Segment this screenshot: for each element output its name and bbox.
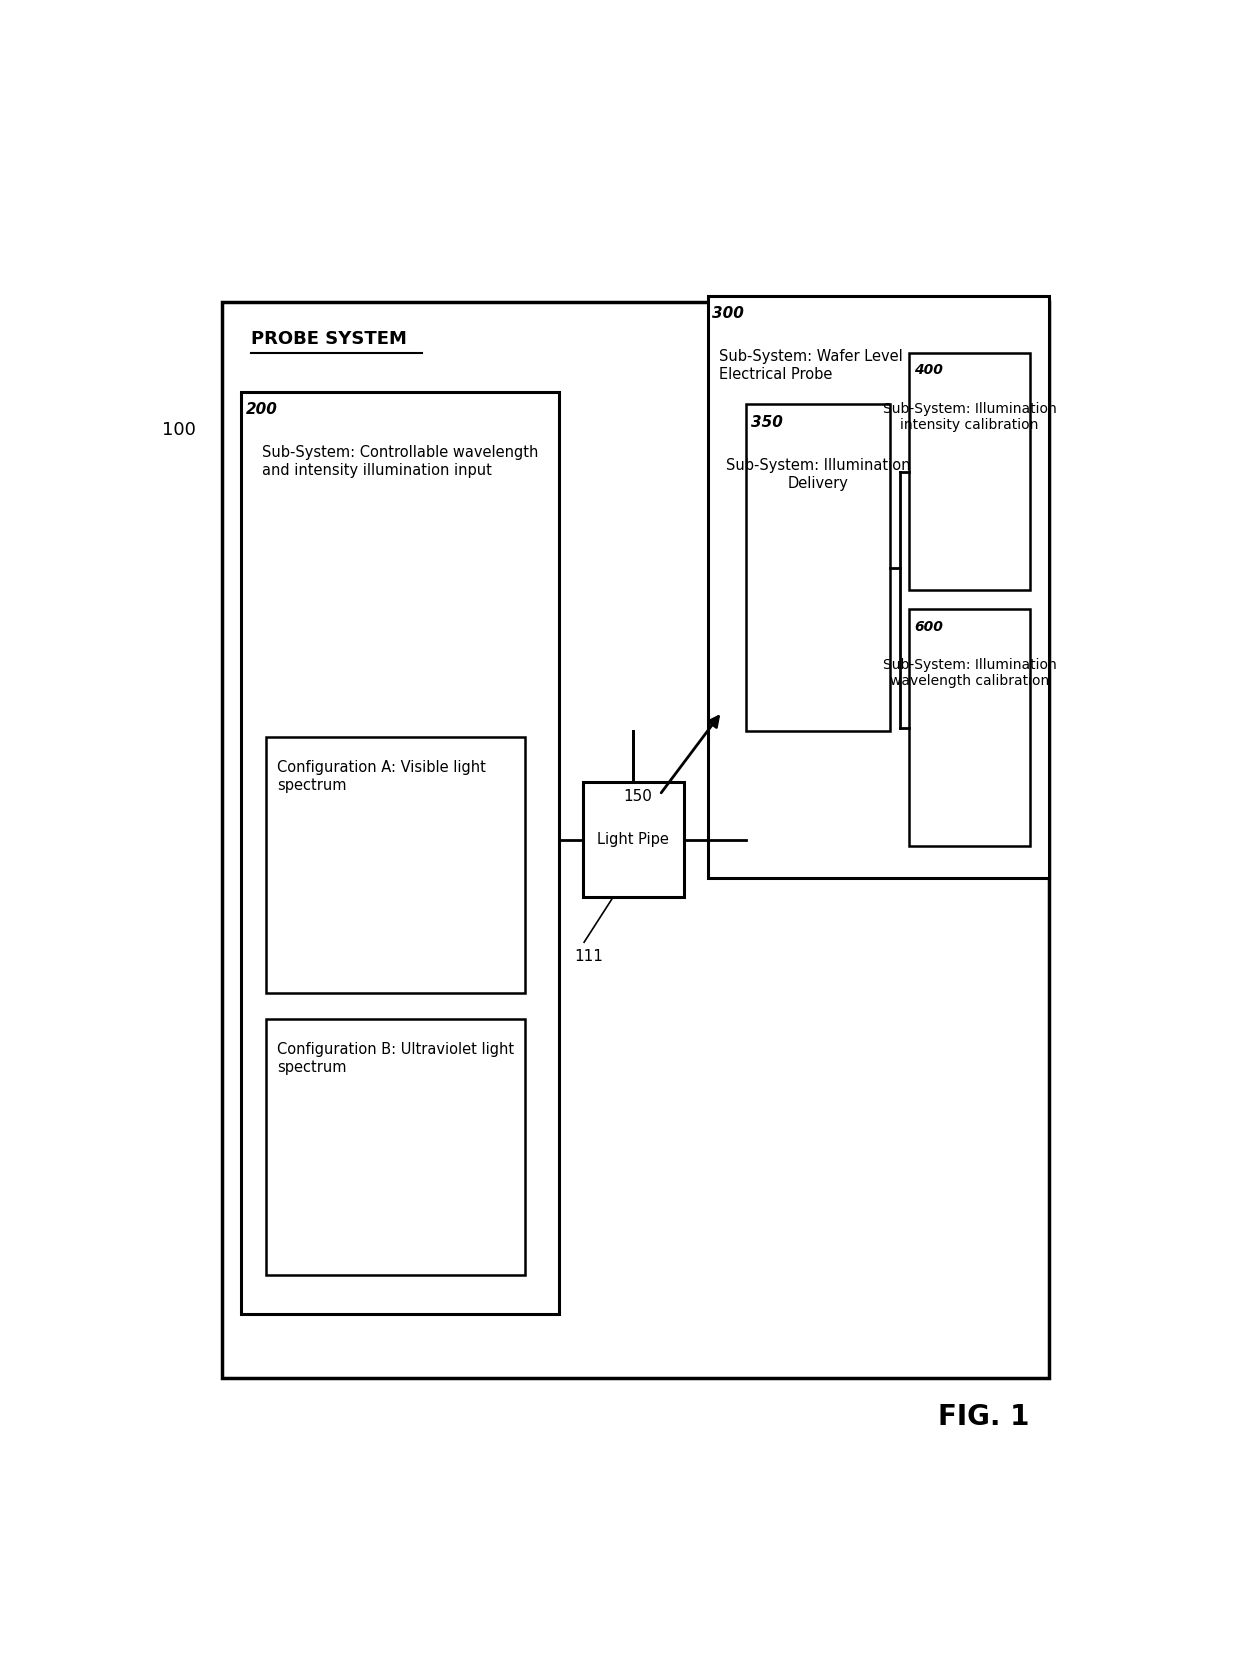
Text: 111: 111 [574,948,604,963]
Text: Sub-System: Illumination
Delivery: Sub-System: Illumination Delivery [725,459,910,491]
Text: Sub-System: Illumination
intensity calibration: Sub-System: Illumination intensity calib… [883,402,1056,432]
Text: Sub-System: Wafer Level
Electrical Probe: Sub-System: Wafer Level Electrical Probe [719,349,903,382]
Text: FIG. 1: FIG. 1 [939,1404,1029,1432]
Text: Configuration A: Visible light
spectrum: Configuration A: Visible light spectrum [277,760,486,793]
Bar [222,303,1049,1377]
Text: Sub-System: Controllable wavelength
and intensity illumination input: Sub-System: Controllable wavelength and … [262,446,538,477]
Text: Sub-System: Illumination
wavelength calibration: Sub-System: Illumination wavelength cali… [883,659,1056,688]
Text: 400: 400 [914,364,944,378]
Bar [746,404,890,732]
Text: 300: 300 [712,306,744,321]
Bar [583,782,683,898]
Text: 100: 100 [162,421,196,439]
Bar [708,296,1049,878]
Bar [265,1019,525,1276]
Bar [909,353,1029,590]
Text: Configuration B: Ultraviolet light
spectrum: Configuration B: Ultraviolet light spect… [277,1043,515,1074]
Text: 600: 600 [914,620,944,634]
Bar [242,392,559,1314]
Bar [265,737,525,993]
Bar [909,609,1029,846]
Text: Light Pipe: Light Pipe [598,832,670,848]
Text: 350: 350 [751,414,782,429]
Text: PROBE SYSTEM: PROBE SYSTEM [250,331,407,348]
Text: 150: 150 [622,788,652,803]
Text: 200: 200 [247,402,278,417]
